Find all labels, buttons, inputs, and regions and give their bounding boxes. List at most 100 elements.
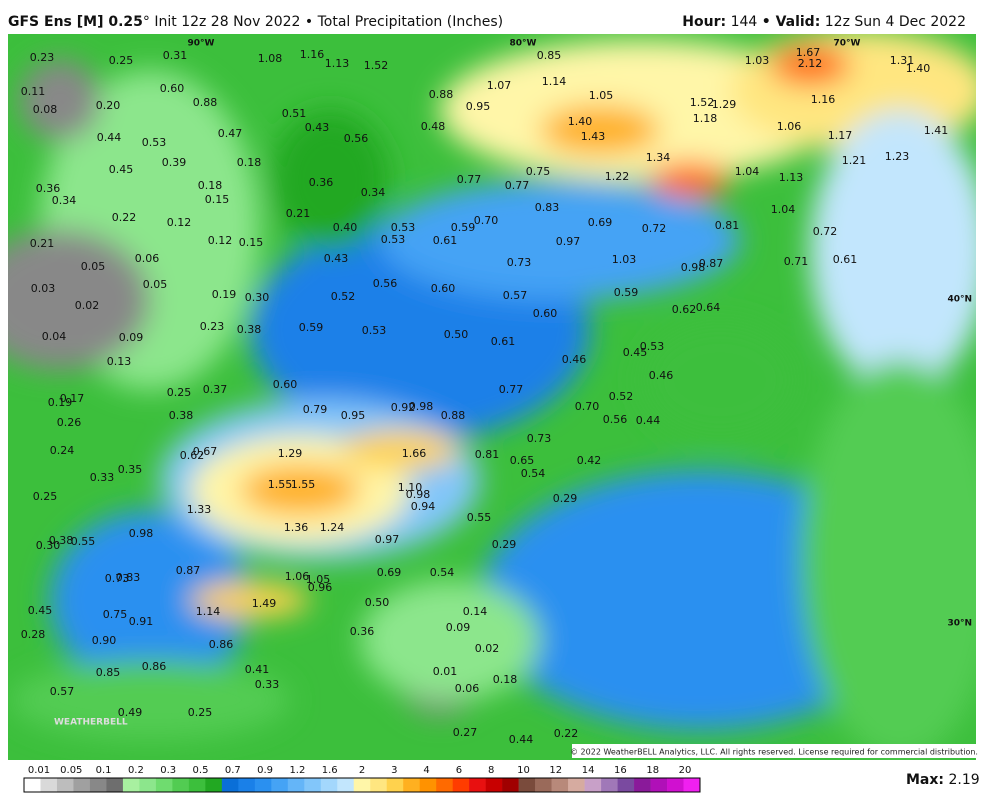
- station-value: 0.18: [198, 179, 223, 192]
- station-value: 0.25: [167, 386, 192, 399]
- station-value: 0.75: [103, 608, 128, 621]
- station-value: 1.67: [796, 46, 821, 59]
- grid-label: 80°W: [510, 39, 537, 49]
- station-value: 1.21: [842, 154, 867, 167]
- station-value: 0.81: [475, 448, 500, 461]
- colorbar-border: [23, 777, 701, 793]
- station-value: 0.79: [303, 403, 328, 416]
- station-value: 0.37: [203, 383, 228, 396]
- colorbar-swatch: [172, 778, 190, 792]
- station-value: 1.03: [745, 54, 770, 67]
- station-value: 0.87: [176, 564, 201, 577]
- station-value: 0.72: [642, 222, 667, 235]
- station-value: 0.35: [118, 463, 143, 476]
- station-value: 0.94: [411, 500, 436, 513]
- station-value: 0.62: [672, 303, 697, 316]
- station-value: 0.24: [50, 444, 75, 457]
- station-value: 1.06: [777, 120, 802, 133]
- station-value: 0.31: [163, 49, 188, 62]
- colorbar-swatch: [205, 778, 223, 792]
- station-value: 0.23: [30, 51, 55, 64]
- station-value: 0.51: [282, 107, 307, 120]
- colorbar-swatch: [502, 778, 519, 792]
- station-value: 0.55: [467, 511, 492, 524]
- station-value: 1.36: [284, 521, 309, 534]
- station-value: 0.18: [493, 673, 518, 686]
- station-value: 0.86: [142, 660, 167, 673]
- colorbar-label: 16: [614, 765, 627, 776]
- station-value: 1.40: [568, 115, 593, 128]
- colorbar-swatch: [287, 778, 305, 792]
- colorbar-swatch: [271, 778, 289, 792]
- station-value: 0.43: [305, 121, 330, 134]
- station-value: 0.04: [42, 330, 67, 343]
- colorbar-swatch: [617, 778, 635, 792]
- colorbar-swatch: [535, 778, 552, 792]
- station-value: 1.07: [487, 79, 512, 92]
- station-value: 0.46: [649, 369, 674, 382]
- station-value: 0.62: [180, 449, 205, 462]
- colorbar-swatch: [518, 778, 536, 792]
- station-value: 0.45: [28, 604, 53, 617]
- colorbar-swatch: [24, 778, 41, 792]
- station-value: 0.83: [116, 571, 141, 584]
- copyright: © 2022 WeatherBELL Analytics, LLC. All r…: [570, 748, 978, 757]
- station-value: 1.06: [285, 570, 310, 583]
- station-value: 0.21: [30, 237, 55, 250]
- station-value: 0.36: [309, 176, 334, 189]
- station-value: 0.20: [96, 99, 121, 112]
- station-value: 0.25: [188, 706, 213, 719]
- station-value: 0.88: [193, 96, 218, 109]
- colorbar-swatch: [254, 778, 272, 792]
- station-value: 0.12: [167, 216, 192, 229]
- station-value: 0.12: [208, 234, 233, 247]
- station-value: 0.73: [507, 256, 532, 269]
- station-value: 0.69: [588, 216, 613, 229]
- station-value: 1.41: [924, 124, 949, 137]
- station-value: 0.15: [205, 193, 230, 206]
- station-value: 1.49: [252, 597, 277, 610]
- colorbar-label: 0.05: [60, 765, 82, 776]
- station-value: 0.98: [409, 400, 434, 413]
- station-value: 1.40: [906, 62, 931, 75]
- station-value: 1.29: [278, 447, 303, 460]
- colorbar-label: 6: [456, 765, 462, 776]
- station-value: 0.09: [446, 621, 471, 634]
- station-value: 0.15: [239, 236, 264, 249]
- station-value: 0.77: [505, 179, 530, 192]
- station-value: 0.88: [441, 409, 466, 422]
- grid-labels: 90°W 80°W 70°W 40°N 30°N: [188, 39, 972, 629]
- station-value: 1.34: [646, 151, 671, 164]
- station-value: 0.61: [433, 234, 458, 247]
- title: GFS Ens [M] 0.25° Init 12z 28 Nov 2022 •…: [8, 14, 503, 30]
- colorbar-swatch: [188, 778, 206, 792]
- max-value: Max: 2.19: [906, 772, 980, 788]
- grid-label: 30°N: [947, 619, 972, 629]
- station-value: 0.90: [92, 634, 117, 647]
- station-value: 1.52: [690, 96, 715, 109]
- station-value: 2.12: [798, 57, 823, 70]
- valid-time: Hour: 144 • Valid: 12z Sun 4 Dec 2022: [682, 14, 966, 30]
- station-value: 0.03: [31, 282, 56, 295]
- station-value: 1.04: [771, 203, 796, 216]
- station-value: 0.34: [361, 186, 386, 199]
- station-value: 0.28: [21, 628, 46, 641]
- station-value: 1.23: [885, 150, 910, 163]
- station-value: 1.52: [364, 59, 389, 72]
- station-value: 0.14: [463, 605, 488, 618]
- colorbar-swatch: [221, 778, 239, 792]
- station-value: 0.54: [430, 566, 455, 579]
- colorbar-swatch: [89, 778, 107, 792]
- station-value: 0.56: [344, 132, 369, 145]
- colorbar-swatch: [452, 778, 470, 792]
- station-value: 0.43: [324, 252, 349, 265]
- station-value: 0.38: [237, 323, 262, 336]
- colorbar: 0.01 0.05 0.1 0.2 0.3 0.5 0.7 0.9 1.2 1.6 2 3 4 6 8 10 1…: [23, 765, 701, 793]
- station-value: 1.13: [779, 171, 804, 184]
- station-value: 0.59: [451, 221, 476, 234]
- station-value: 0.29: [553, 492, 578, 505]
- station-value: 0.44: [509, 733, 534, 746]
- station-value: 0.75: [526, 165, 551, 178]
- copyright-box: [572, 744, 976, 758]
- station-value: 1.17: [828, 129, 853, 142]
